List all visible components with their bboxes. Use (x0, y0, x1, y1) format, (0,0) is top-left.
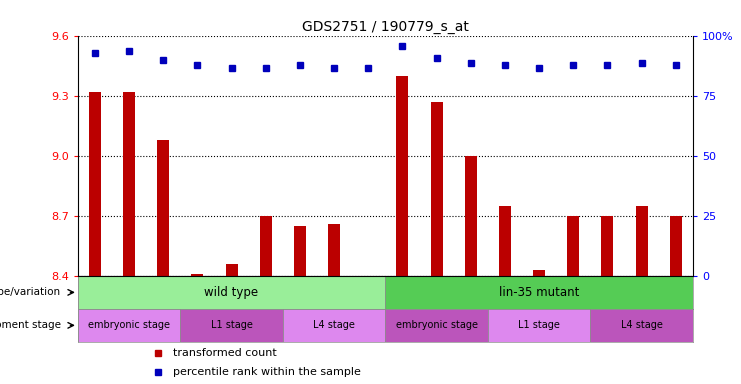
Bar (636, 206, 648, 276)
Bar (396, 76, 408, 276)
Bar (180, 309, 283, 342)
Bar (225, 264, 238, 276)
Text: L1 stage: L1 stage (210, 320, 253, 330)
Bar (89, 92, 101, 276)
Bar (670, 216, 682, 276)
Text: embryonic stage: embryonic stage (88, 320, 170, 330)
Bar (385, 276, 693, 309)
Bar (499, 206, 511, 276)
Text: development stage: development stage (0, 320, 61, 330)
Bar (123, 92, 135, 276)
Bar (431, 102, 442, 276)
Bar (385, 309, 488, 342)
Bar (157, 140, 169, 276)
Title: GDS2751 / 190779_s_at: GDS2751 / 190779_s_at (302, 20, 469, 34)
Bar (488, 309, 591, 342)
Bar (78, 309, 180, 342)
Bar (283, 309, 385, 342)
Bar (533, 270, 545, 276)
Text: lin-35 mutant: lin-35 mutant (499, 286, 579, 299)
Text: genotype/variation: genotype/variation (0, 287, 61, 297)
Text: L4 stage: L4 stage (621, 320, 662, 330)
Text: percentile rank within the sample: percentile rank within the sample (173, 367, 361, 377)
Bar (328, 224, 340, 276)
Text: transformed count: transformed count (173, 348, 277, 358)
Bar (465, 156, 476, 276)
Bar (591, 309, 693, 342)
Text: wild type: wild type (205, 286, 259, 299)
Bar (191, 274, 203, 276)
Bar (602, 216, 614, 276)
Text: embryonic stage: embryonic stage (396, 320, 477, 330)
Bar (568, 216, 579, 276)
Text: L1 stage: L1 stage (518, 320, 560, 330)
Bar (78, 276, 385, 309)
Text: L4 stage: L4 stage (313, 320, 355, 330)
Bar (260, 216, 272, 276)
Bar (294, 226, 306, 276)
